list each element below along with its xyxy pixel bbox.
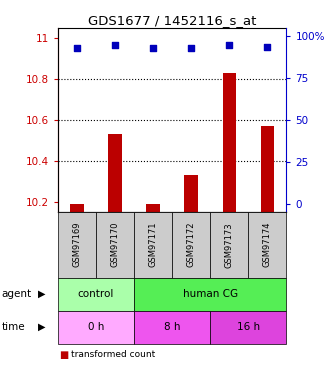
- Text: ■: ■: [60, 374, 69, 375]
- Bar: [108, 134, 122, 212]
- Text: GSM97170: GSM97170: [111, 222, 119, 267]
- Text: GSM97174: GSM97174: [263, 222, 272, 267]
- Point: [226, 42, 232, 48]
- Text: agent: agent: [2, 289, 32, 299]
- Text: ▶: ▶: [38, 289, 46, 299]
- Bar: [184, 175, 198, 212]
- Point: [188, 45, 194, 51]
- Point: [264, 44, 270, 50]
- Bar: [146, 204, 160, 212]
- Text: GSM97173: GSM97173: [225, 222, 234, 267]
- Text: ■: ■: [60, 350, 69, 360]
- Bar: [222, 73, 236, 212]
- Point: [74, 45, 79, 51]
- Text: GSM97169: GSM97169: [72, 222, 81, 267]
- Point: [112, 42, 118, 48]
- Text: ▶: ▶: [38, 322, 46, 332]
- Text: 16 h: 16 h: [237, 322, 260, 332]
- Text: control: control: [78, 289, 114, 299]
- Text: 0 h: 0 h: [88, 322, 104, 332]
- Bar: [70, 204, 84, 212]
- Text: transformed count: transformed count: [71, 350, 156, 359]
- Text: human CG: human CG: [183, 289, 238, 299]
- Point: [150, 45, 156, 51]
- Text: GSM97172: GSM97172: [187, 222, 196, 267]
- Text: 8 h: 8 h: [164, 322, 180, 332]
- Text: GSM97171: GSM97171: [149, 222, 158, 267]
- Title: GDS1677 / 1452116_s_at: GDS1677 / 1452116_s_at: [88, 14, 256, 27]
- Text: time: time: [2, 322, 25, 332]
- Bar: [260, 126, 274, 212]
